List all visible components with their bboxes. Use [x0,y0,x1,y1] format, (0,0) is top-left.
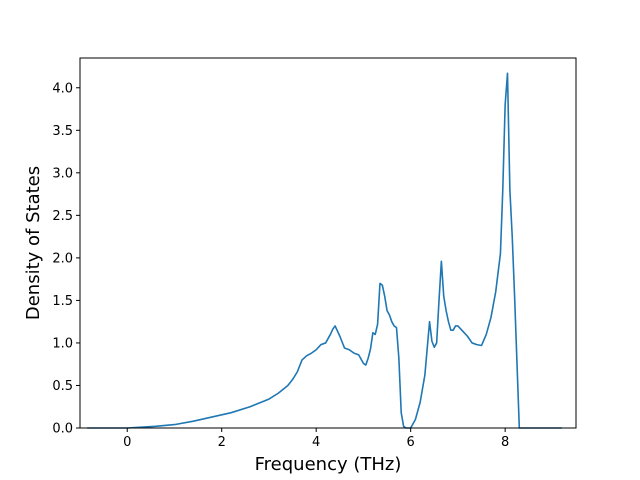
y-tick-label: 4.0 [52,81,73,96]
x-axis: 0 2 4 6 8 [123,428,509,450]
y-tick-label: 1.0 [52,336,73,351]
plot-area [87,72,562,429]
y-tick-label: 1.5 [52,294,73,309]
y-tick-label: 3.0 [52,166,73,181]
series-line-0 [87,72,562,429]
x-tick-label: 2 [218,435,226,450]
y-tick-label: 0.0 [52,422,73,437]
y-tick-label: 2.0 [52,251,73,266]
x-tick-label: 6 [407,435,415,450]
x-axis-label: Frequency (THz) [255,454,402,475]
x-tick-label: 4 [312,435,320,450]
y-axis: 0.0 0.5 1.0 1.5 2.0 2.5 3.0 3.5 4.0 [52,81,80,437]
y-tick-label: 0.5 [52,379,73,394]
x-tick-label: 8 [501,435,509,450]
y-tick-label: 3.5 [52,124,73,139]
y-tick-label: 2.5 [52,209,73,224]
y-axis-label: Density of States [23,166,44,320]
axes-frame [79,57,577,429]
x-tick-label: 0 [123,435,131,450]
